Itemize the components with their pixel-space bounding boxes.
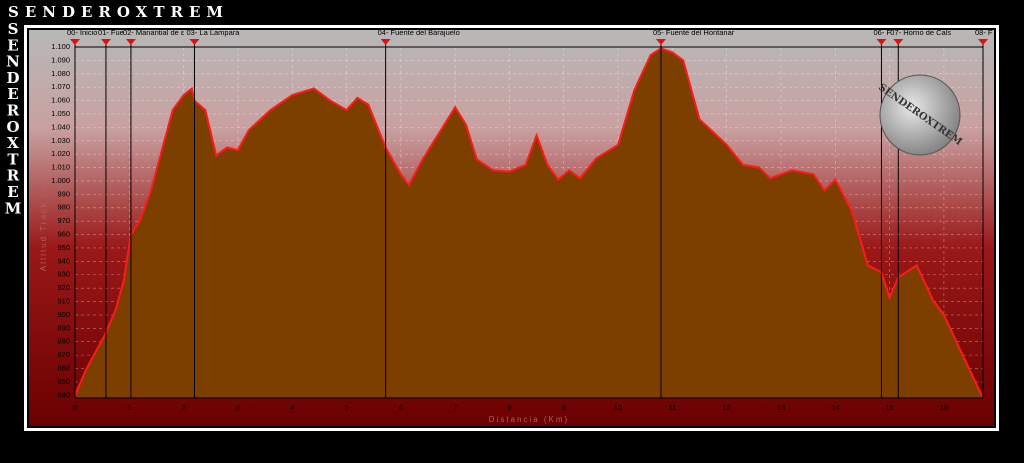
waypoint-label: 02- Manantial de ε bbox=[123, 28, 185, 37]
x-tick-label: 10 bbox=[614, 403, 622, 412]
y-tick-label: 1.040 bbox=[51, 122, 70, 131]
waypoint-label: 06- F bbox=[873, 28, 891, 37]
waypoint-marker bbox=[189, 39, 200, 45]
brand-letter: S bbox=[8, 20, 19, 38]
y-tick-label: 960 bbox=[57, 230, 70, 239]
elevation-area bbox=[75, 48, 983, 399]
y-tick-label: 860 bbox=[57, 364, 70, 373]
waypoint-marker bbox=[125, 39, 136, 45]
brand-letter: R bbox=[7, 167, 20, 185]
brand-vertical: SENDEROXTREM bbox=[5, 20, 22, 217]
brand-letter: X bbox=[7, 134, 19, 152]
x-tick-label: 7 bbox=[453, 403, 457, 412]
x-tick-label: 0 bbox=[73, 403, 77, 412]
x-tick-label: 4 bbox=[290, 403, 294, 412]
brand-letter: E bbox=[7, 36, 18, 54]
y-tick-label: 950 bbox=[57, 243, 70, 252]
x-tick-label: 2 bbox=[182, 403, 186, 412]
waypoint-label: 00- Inicio bbox=[67, 28, 97, 37]
x-tick-label: 12 bbox=[723, 403, 731, 412]
y-tick-label: 930 bbox=[57, 270, 70, 279]
y-tick-label: 940 bbox=[57, 256, 70, 265]
y-tick-label: 1.090 bbox=[51, 55, 70, 64]
brand-letter: E bbox=[7, 183, 18, 201]
brand-letter: N bbox=[6, 53, 20, 71]
y-tick-label: 1.080 bbox=[51, 69, 70, 78]
x-tick-label: 14 bbox=[831, 403, 839, 412]
brand-letter: D bbox=[6, 69, 19, 87]
elevation-line bbox=[74, 47, 984, 399]
brand-letter: E bbox=[7, 85, 18, 103]
y-tick-label: 980 bbox=[57, 203, 70, 212]
waypoint-label: 01- Fue bbox=[98, 28, 124, 37]
waypoint-marker bbox=[876, 39, 887, 45]
y-tick-label: 1.060 bbox=[51, 96, 70, 105]
y-tick-label: 880 bbox=[57, 337, 70, 346]
y-tick-label: 1.070 bbox=[51, 82, 70, 91]
y-tick-label: 840 bbox=[57, 390, 70, 399]
waypoint-label: 03- La Lampara bbox=[186, 28, 240, 37]
x-tick-label: 3 bbox=[236, 403, 240, 412]
brand-letter: R bbox=[7, 102, 20, 120]
x-tick-label: 1 bbox=[127, 403, 131, 412]
x-tick-label: 9 bbox=[562, 403, 566, 412]
logo: SENDEROXTREM bbox=[876, 74, 964, 156]
y-axis-title: Altitud Track (m) bbox=[39, 179, 48, 271]
brand-letter: T bbox=[7, 150, 19, 168]
x-tick-label: 15 bbox=[885, 403, 893, 412]
y-tick-label: 1.000 bbox=[51, 176, 70, 185]
y-tick-label: 890 bbox=[57, 323, 70, 332]
x-tick-label: 5 bbox=[344, 403, 348, 412]
brand-header: SENDEROXTREM bbox=[8, 3, 229, 21]
logo-badge bbox=[879, 74, 961, 156]
waypoint-label: 07- Horno de Cals bbox=[890, 28, 951, 37]
x-tick-label: 16 bbox=[940, 403, 948, 412]
x-tick-label: 13 bbox=[777, 403, 785, 412]
waypoint-marker bbox=[70, 39, 80, 45]
x-tick-label: 6 bbox=[399, 403, 403, 412]
y-tick-label: 910 bbox=[57, 297, 70, 306]
y-tick-label: 900 bbox=[57, 310, 70, 319]
y-tick-label: 1.030 bbox=[51, 136, 70, 145]
brand-letter: O bbox=[6, 118, 19, 136]
y-tick-label: 1.010 bbox=[51, 163, 70, 172]
y-tick-label: 870 bbox=[57, 350, 70, 359]
y-tick-label: 1.050 bbox=[51, 109, 70, 118]
waypoint-marker bbox=[380, 39, 391, 45]
brand-letter: M bbox=[5, 199, 22, 217]
y-tick-label: 920 bbox=[57, 283, 70, 292]
y-tick-label: 1.020 bbox=[51, 149, 70, 158]
x-tick-label: 8 bbox=[507, 403, 511, 412]
waypoint-marker bbox=[655, 39, 666, 45]
x-axis-title: Distancia (Km) bbox=[489, 415, 569, 424]
y-tick-label: 990 bbox=[57, 189, 70, 198]
waypoint-marker bbox=[100, 39, 111, 45]
waypoint-marker bbox=[893, 39, 904, 45]
waypoint-marker bbox=[978, 39, 988, 45]
waypoint-label: 04- Fuente del Barajuelo bbox=[378, 28, 460, 37]
y-tick-label: 970 bbox=[57, 216, 70, 225]
waypoint-label: 08- F bbox=[975, 28, 993, 37]
y-tick-label: 850 bbox=[57, 377, 70, 386]
waypoint-label: 05- Fuente del Hontanar bbox=[653, 28, 735, 37]
y-tick-label: 1.100 bbox=[51, 42, 70, 51]
x-tick-label: 11 bbox=[668, 403, 676, 412]
